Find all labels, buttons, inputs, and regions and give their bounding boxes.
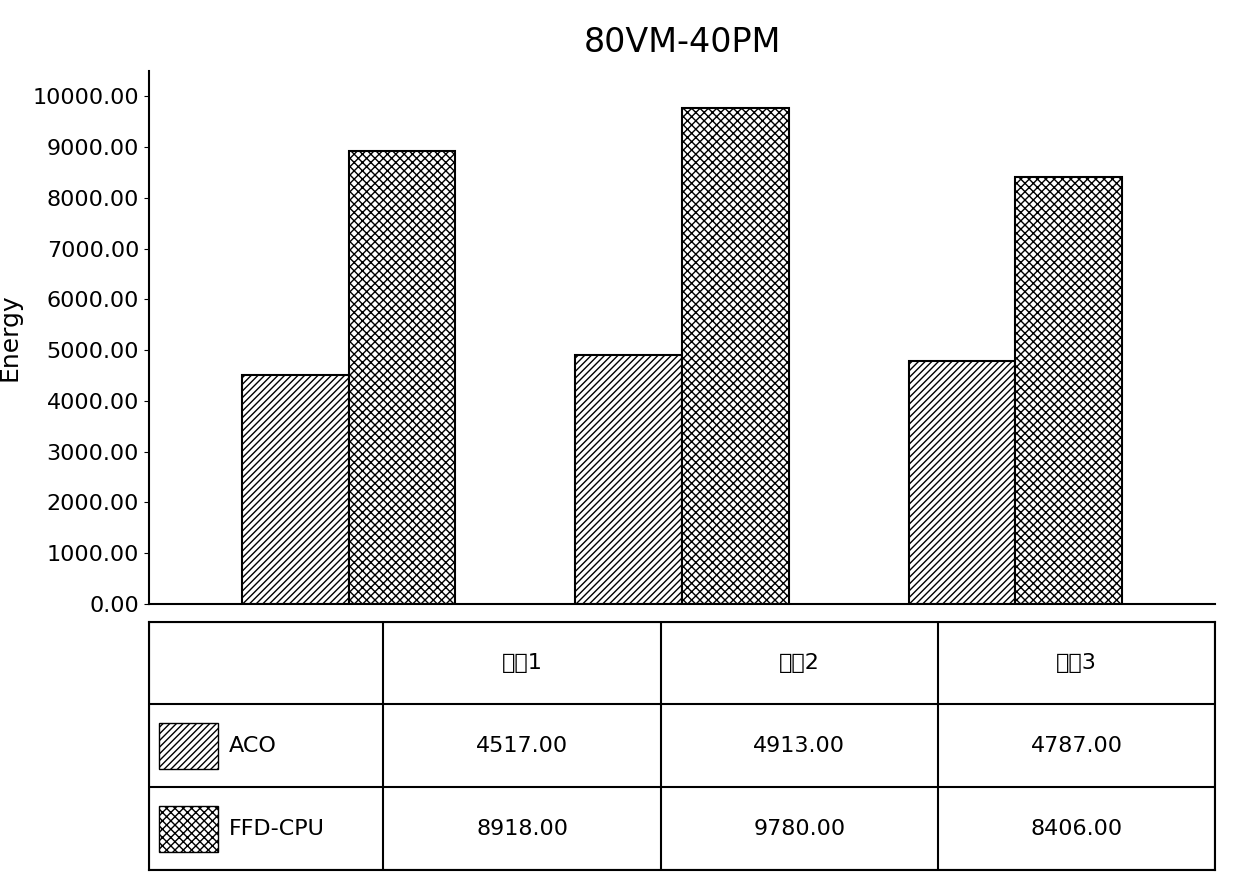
Bar <box>1016 178 1122 604</box>
Title: 80VM-40PM: 80VM-40PM <box>583 26 781 59</box>
Text: 场具1: 场具1 <box>502 653 542 673</box>
Text: 场具3: 场具3 <box>1056 653 1097 673</box>
Bar <box>682 107 789 604</box>
Bar <box>575 354 682 604</box>
Bar <box>348 151 455 604</box>
Bar <box>160 723 218 769</box>
Text: 场具2: 场具2 <box>779 653 820 673</box>
Text: 4517.00: 4517.00 <box>476 736 568 756</box>
Bar <box>160 806 218 852</box>
Text: 9780.00: 9780.00 <box>753 819 846 839</box>
Text: 8406.00: 8406.00 <box>1030 819 1122 839</box>
Bar <box>242 375 348 604</box>
Text: ACO: ACO <box>228 736 277 756</box>
Bar <box>909 361 1016 604</box>
Text: 8918.00: 8918.00 <box>476 819 568 839</box>
Text: 4787.00: 4787.00 <box>1030 736 1122 756</box>
Text: FFD-CPU: FFD-CPU <box>228 819 325 839</box>
Text: 4913.00: 4913.00 <box>754 736 846 756</box>
Y-axis label: Energy: Energy <box>0 294 21 381</box>
